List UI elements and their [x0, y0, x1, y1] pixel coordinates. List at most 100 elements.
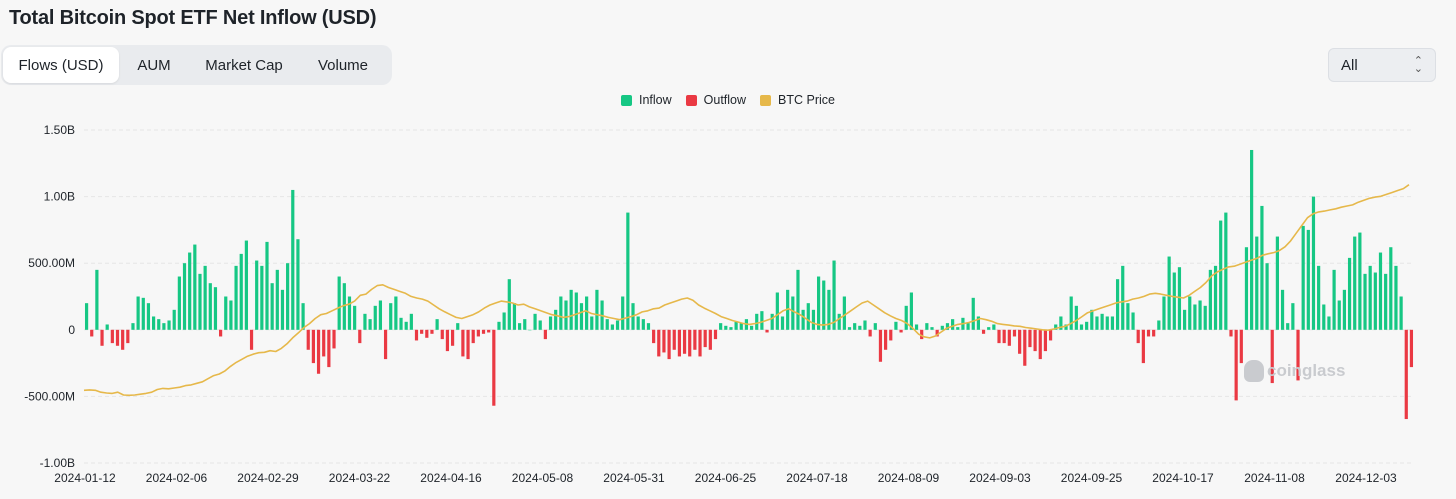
tab-flows-usd[interactable]: Flows (USD) — [3, 47, 119, 83]
x-tick-label: 2024-11-08 — [1244, 471, 1305, 485]
legend-item-inflow[interactable]: Inflow — [621, 93, 672, 107]
outflow-bar — [1038, 329, 1042, 360]
legend-item-outflow[interactable]: Outflow — [685, 93, 747, 107]
tab-volume[interactable]: Volume — [317, 56, 369, 74]
outflow-bar — [1002, 329, 1006, 344]
inflow-bar — [1183, 309, 1187, 330]
inflow-bar — [1260, 205, 1264, 330]
inflow-bar — [739, 323, 743, 330]
inflow-bar — [1275, 236, 1279, 330]
inflow-bar — [719, 323, 723, 330]
inflow-bar — [538, 320, 542, 330]
outflow-bar — [311, 329, 315, 364]
inflow-bar — [925, 323, 929, 330]
outflow-bar — [1146, 329, 1151, 337]
inflow-bar — [1250, 149, 1254, 330]
x-tick-label: 2024-09-25 — [1061, 471, 1123, 485]
inflow-bar — [497, 321, 501, 330]
inflow-bar — [945, 323, 950, 330]
inflow-bar — [971, 297, 975, 330]
inflow-bar — [1121, 265, 1125, 330]
inflow-bar — [301, 303, 305, 330]
outflow-bar — [1048, 329, 1053, 341]
inflow-bar — [1311, 196, 1316, 330]
inflow-bar — [270, 283, 274, 330]
inflow-bar — [842, 296, 846, 330]
inflow-bar — [528, 329, 532, 331]
inflow-bar — [1219, 220, 1223, 330]
inflow-bar — [579, 303, 584, 330]
inflow-bar — [1244, 247, 1249, 330]
outflow-bar — [657, 329, 661, 357]
outflow-bar — [693, 329, 697, 350]
inflow-bar — [141, 297, 145, 330]
inflow-bar — [1363, 273, 1367, 330]
inflow-bar — [1198, 300, 1202, 330]
x-tick-label: 2024-07-18 — [786, 471, 848, 485]
outflow-bar — [90, 329, 94, 337]
inflow-bar — [909, 292, 913, 330]
outflow-bar — [868, 329, 872, 337]
inflow-bar — [605, 319, 609, 330]
outflow-bar — [322, 329, 326, 357]
legend-label-inflow: Inflow — [639, 93, 672, 107]
inflow-bar — [203, 265, 207, 330]
inflow-bar — [863, 320, 867, 330]
outflow-bar — [1234, 329, 1238, 401]
outflow-bar — [667, 329, 671, 360]
inflow-bar — [585, 296, 589, 330]
chart-grid — [84, 129, 1414, 464]
x-tick-label: 2024-03-22 — [329, 471, 391, 485]
inflow-bar — [188, 252, 192, 330]
outflow-bar — [249, 329, 254, 350]
inflow-bar — [1064, 324, 1068, 330]
inflow-bar — [1100, 313, 1104, 330]
outflow-bar — [492, 329, 496, 406]
inflow-bar — [1054, 324, 1058, 330]
inflow-bar — [1074, 305, 1078, 330]
inflow-bar — [265, 241, 269, 330]
inflow-bar — [512, 303, 517, 330]
inflow-bar — [1384, 273, 1388, 330]
outflow-bar — [383, 329, 388, 360]
inflow-bar — [1115, 279, 1120, 330]
outflow-bar — [765, 329, 769, 333]
inflow-bar — [518, 323, 522, 330]
inflow-bar — [1069, 296, 1073, 330]
inflow-bar — [1105, 316, 1109, 330]
outflow-bar — [935, 329, 939, 337]
outflow-bar — [713, 329, 718, 340]
y-axis-ticks: 1.50B 1.00B 500.00M 0 -500.00M -1.00B — [24, 123, 75, 470]
inflow-bar — [796, 269, 800, 330]
inflow-bar — [564, 300, 568, 330]
y-tick-label: -1.00B — [40, 456, 75, 470]
range-select[interactable]: All ⌃ ⌄ — [1328, 48, 1436, 82]
inflow-bar — [378, 300, 383, 330]
chart-legend: Inflow Outflow BTC Price — [0, 93, 1456, 107]
metric-tabs: Flows (USD) AUM Market Cap Volume — [1, 45, 392, 85]
range-select-value: All — [1341, 56, 1358, 74]
outflow-bar — [316, 329, 321, 374]
inflow-bar — [1378, 252, 1383, 330]
legend-swatch-btc-price — [760, 94, 772, 106]
tab-aum[interactable]: AUM — [137, 56, 171, 74]
outflow-bar — [440, 329, 444, 340]
outflow-bar — [414, 329, 419, 341]
legend-label-outflow: Outflow — [703, 93, 747, 107]
outflow-bar — [698, 329, 702, 357]
inflow-bar — [1317, 265, 1321, 330]
inflow-bar — [853, 323, 857, 330]
outflow-bar — [884, 329, 888, 350]
flow-bars — [84, 149, 1414, 420]
inflow-bar — [342, 283, 346, 330]
outflow-bar — [1296, 329, 1300, 381]
inflow-bar — [1394, 265, 1398, 330]
inflow-bar — [131, 323, 135, 330]
legend-item-btc-price[interactable]: BTC Price — [760, 93, 835, 107]
inflow-bar — [569, 289, 573, 330]
inflow-bar — [590, 316, 594, 330]
tab-market-cap[interactable]: Market Cap — [205, 56, 283, 74]
inflow-bar — [1389, 247, 1393, 330]
coinglass-watermark: coinglass — [1244, 360, 1345, 382]
inflow-bar — [1157, 320, 1161, 330]
